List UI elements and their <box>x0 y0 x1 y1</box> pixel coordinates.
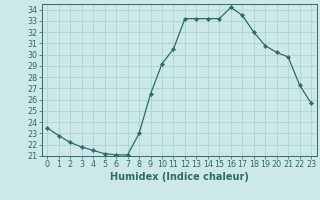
X-axis label: Humidex (Indice chaleur): Humidex (Indice chaleur) <box>110 172 249 182</box>
